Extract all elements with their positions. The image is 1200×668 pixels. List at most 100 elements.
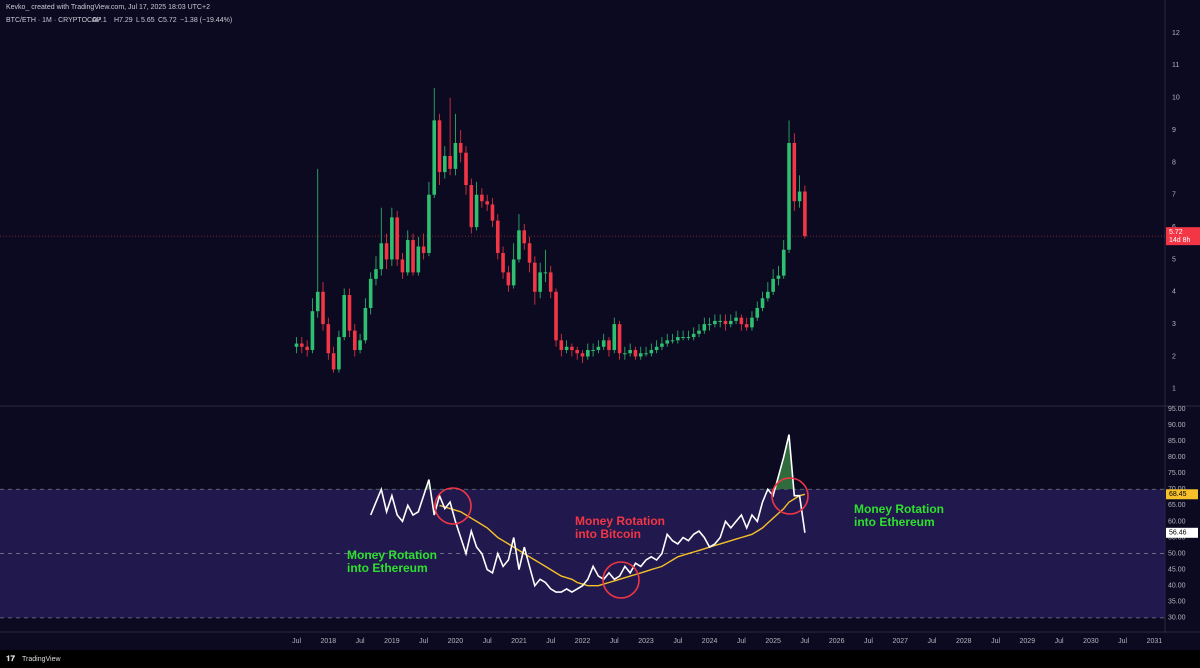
rsi-tick-label: 40.00 [1168,583,1186,590]
rsi-tick-label: 90.00 [1168,422,1186,429]
candle-body [294,343,299,347]
candle-body [691,333,696,338]
annotation: Money Rotation [575,514,665,528]
candle-body [713,320,717,325]
x-tick-label: Jul [292,638,301,645]
legend-text: L [136,17,140,24]
x-tick-label: Jul [546,638,555,645]
candle-body [543,272,548,274]
x-tick-label: 2018 [321,638,337,645]
x-tick-label: Jul [1055,638,1064,645]
y-tick-label: 8 [1172,159,1176,166]
candle-body [490,204,495,221]
candle-body [776,275,781,279]
candle-body [681,337,685,339]
y-tick-label: 11 [1172,62,1179,69]
x-tick-label: 2024 [702,638,718,645]
candle-body [352,330,357,351]
candle-body [707,324,712,326]
candle-body [676,337,680,341]
candle-body [665,340,670,344]
x-tick-label: Jul [928,638,937,645]
legend-text: 5.65 [141,17,155,24]
candle-body [495,220,500,253]
candle-body [310,311,315,351]
candle-body [612,324,617,351]
candle-body [421,246,426,253]
legend-text: C [158,17,163,24]
annotation: into Ethereum [347,561,428,575]
rsi-badge [1166,527,1198,538]
brand: 𝟏𝟕 TradingView [6,654,61,663]
candle-body [453,143,458,169]
annotation: Money Rotation [854,502,944,516]
x-tick-label: Jul [737,638,746,645]
y-tick-label: 12 [1172,30,1180,37]
x-tick-label: 2029 [1020,638,1036,645]
annotation: into Ethereum [854,515,935,529]
candle-body [596,346,601,351]
candle-body [580,353,585,357]
candle-body [702,324,707,331]
candle-body [585,350,590,357]
credit: Kevko_ created with TradingView.com, Jul… [6,4,210,11]
candle-body [300,343,304,347]
candle-body [517,230,521,260]
candle-body [559,340,564,351]
rsi-tick-label: 95.00 [1168,406,1186,413]
candle-body [554,291,558,341]
candle-body [797,191,802,202]
x-tick-label: 2023 [638,638,654,645]
rsi-tick-label: 45.00 [1168,566,1186,573]
candle-body [607,340,611,351]
candle-body [660,343,664,347]
candle-body [633,350,638,357]
candle-body [628,350,632,354]
y-tick-label: 1 [1172,386,1176,393]
x-tick-label: 2020 [448,638,464,645]
legend-text: 7.29 [119,17,133,24]
legend-text: −1.38 (−19.44%) [180,17,232,24]
y-tick-label: 7 [1172,192,1176,199]
candle-body [533,262,537,292]
price-badge-value: 5.72 [1169,229,1183,236]
x-tick-label: 2027 [892,638,908,645]
candle-body [358,340,362,351]
footer-bar [0,650,1200,668]
candle-body [654,346,659,351]
legend-text: H [114,17,119,24]
candle-body [400,259,405,273]
candle-body [384,243,389,260]
legend-text: 7.1 [97,17,107,24]
candle-body [315,291,320,312]
legend-text: O [92,17,98,24]
candle-body [792,143,797,202]
rsi-tick-label: 65.00 [1168,502,1186,509]
candle-body [723,320,728,325]
candle-body [697,330,701,334]
candle-body [771,278,775,292]
candle-body [374,269,378,279]
annotation: Money Rotation [347,548,437,562]
candle-body [347,295,352,331]
candle-body [326,324,331,354]
candle-body [411,240,415,273]
candle-body [734,317,738,321]
candle-body [368,278,373,308]
rsi-tick-label: 35.00 [1168,599,1186,606]
candle-body [506,272,511,286]
legend-text: 5.72 [163,17,177,24]
candle-body [739,317,744,325]
rsi-badge-value: 56.46 [1169,530,1187,537]
x-tick-label: 2028 [956,638,972,645]
rsi-ma-line [439,493,806,587]
candle-body [405,240,410,273]
candle-body [511,259,516,286]
x-tick-label: Jul [673,638,682,645]
y-tick-label: 9 [1172,127,1176,134]
price-badge [1166,227,1200,246]
candle-body [395,217,399,260]
candle-body [750,317,754,328]
candle-body [485,201,489,205]
